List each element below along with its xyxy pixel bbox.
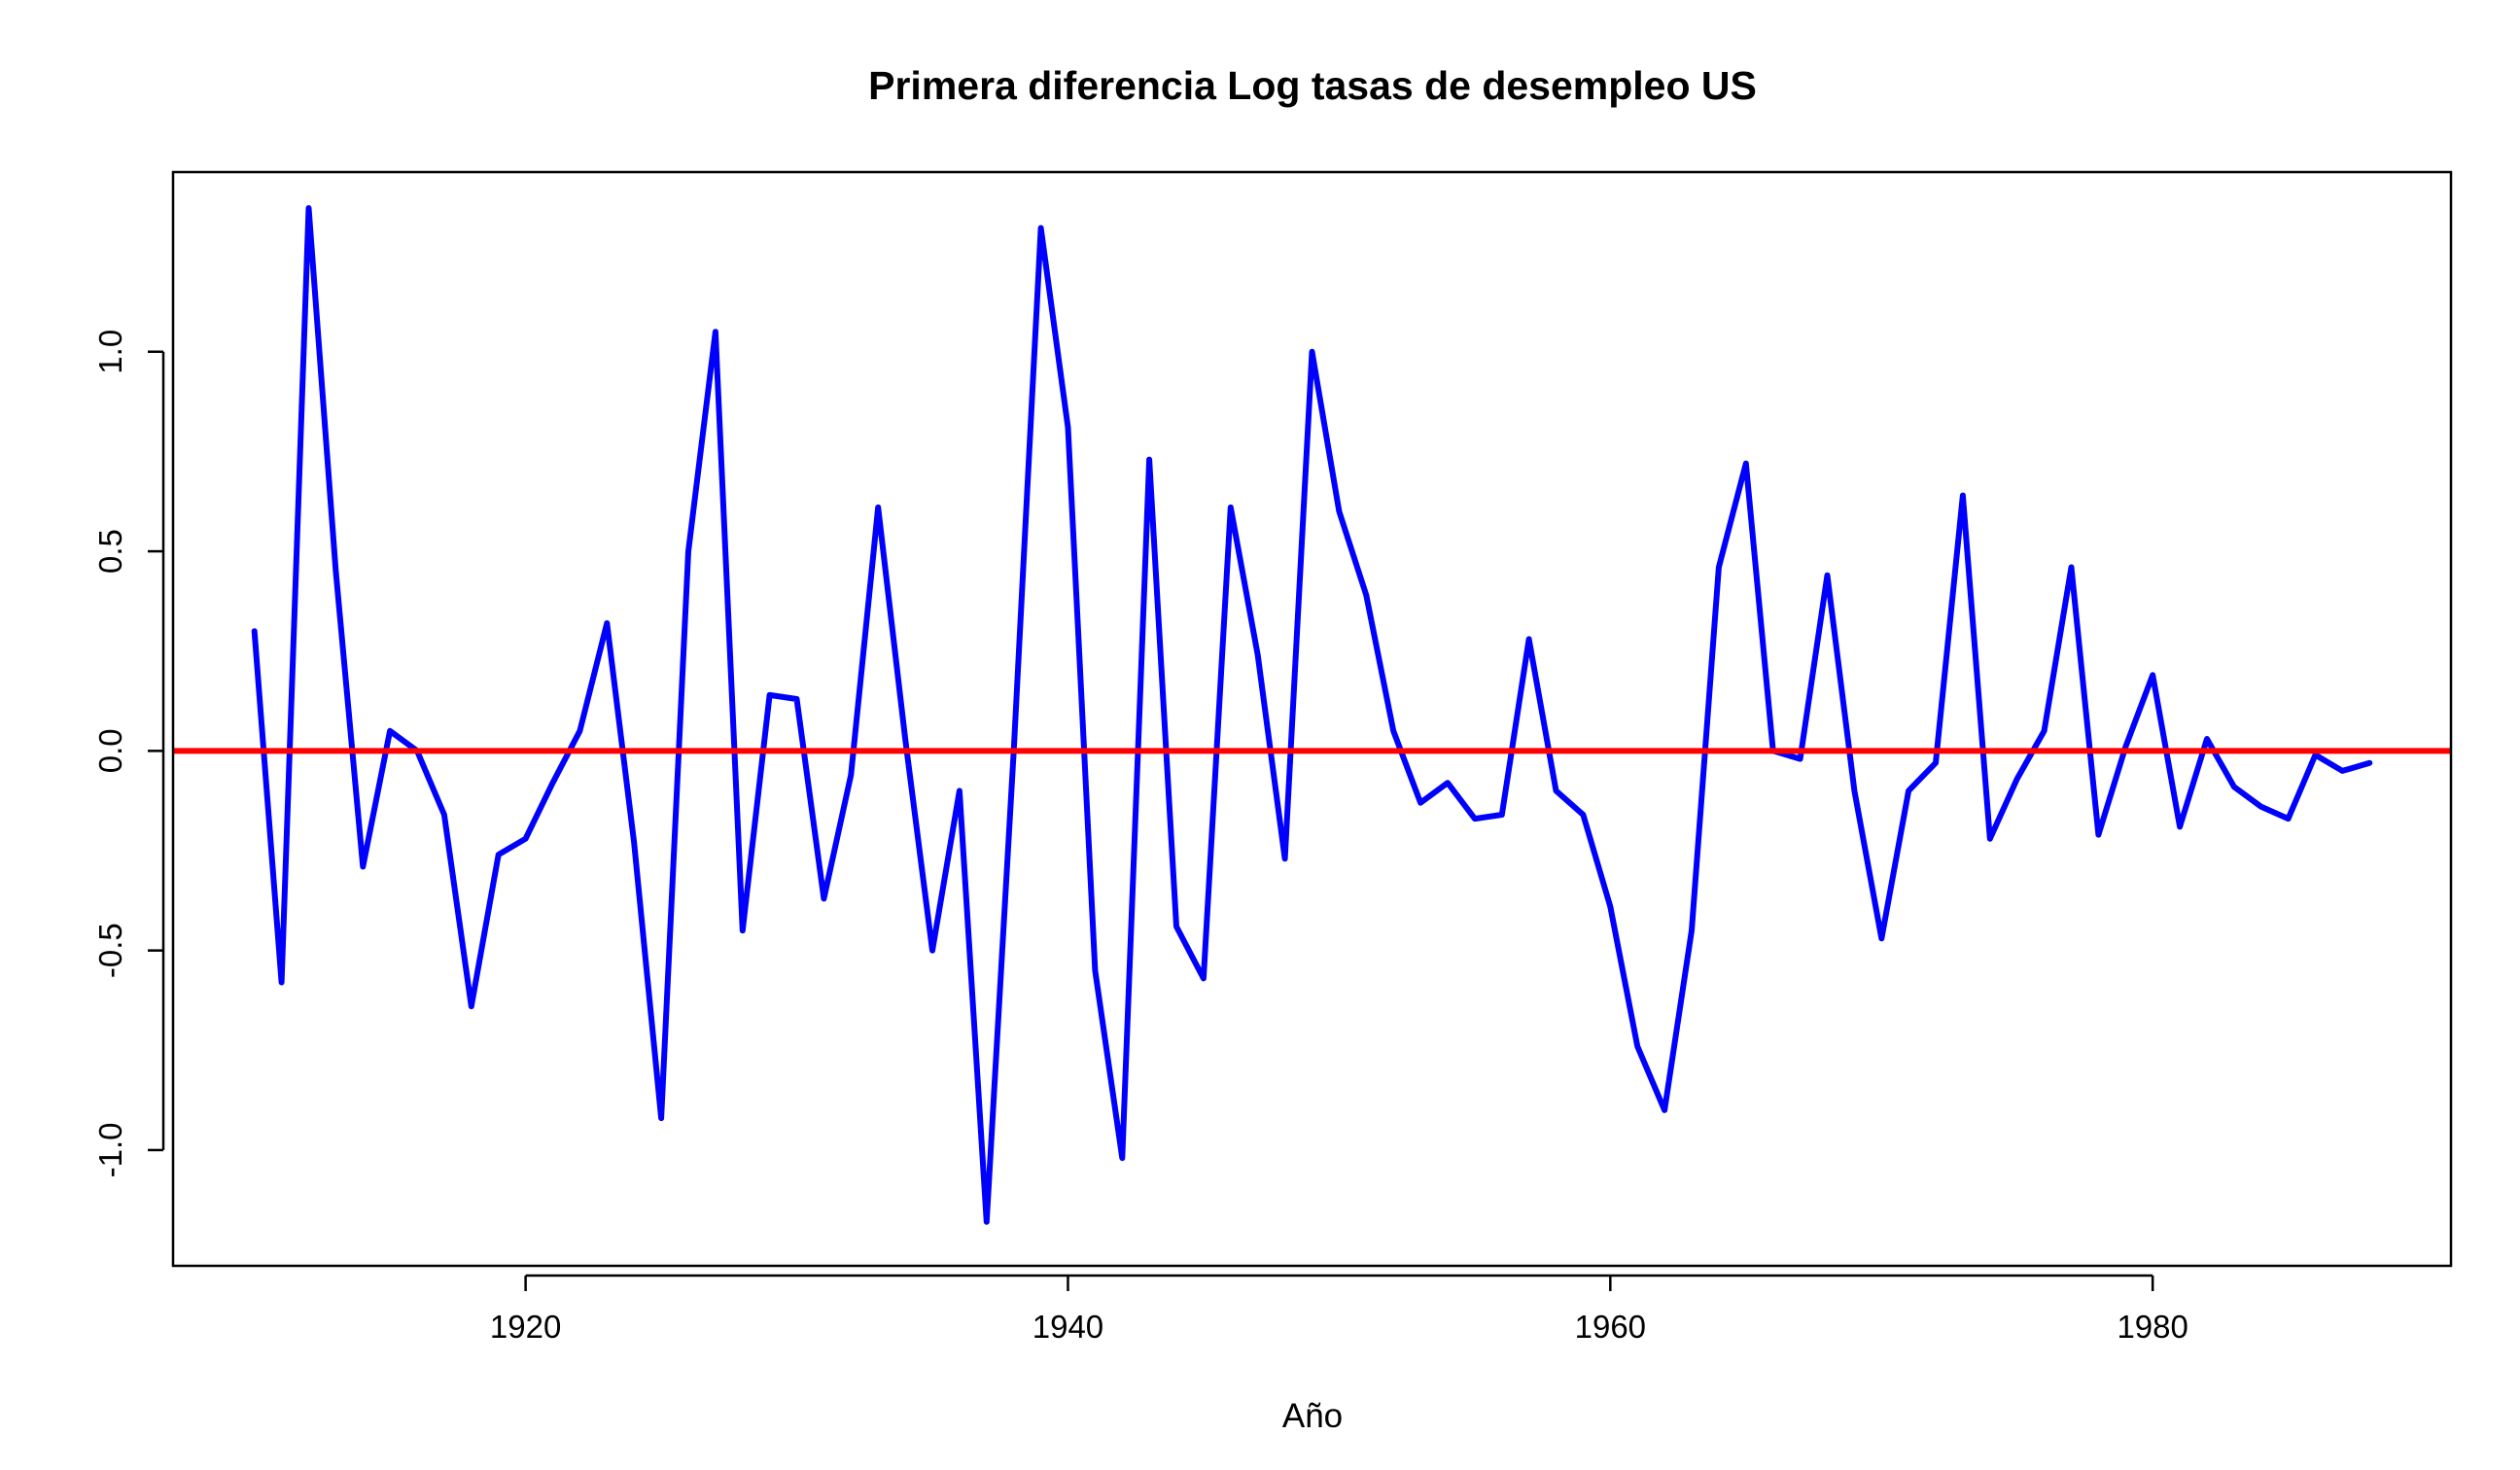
x-tick-label: 1920 <box>490 1309 561 1345</box>
x-tick-label: 1980 <box>2117 1309 2188 1345</box>
y-tick-label: 0.5 <box>92 529 128 574</box>
x-tick-label: 1940 <box>1032 1309 1103 1345</box>
y-axis: -1.0 -0.5 0.0 0.5 1.0 <box>92 330 165 1177</box>
y-tick-label: 0.0 <box>92 728 128 773</box>
plot-content <box>173 205 2451 1225</box>
y-tick-label: -1.0 <box>92 1122 128 1177</box>
x-tick-label: 1960 <box>1575 1309 1646 1345</box>
y-tick-label: 1.0 <box>92 330 128 374</box>
series-line <box>251 205 2373 1225</box>
x-axis-label: Año <box>1282 1397 1343 1435</box>
x-axis: 1920 1940 1960 1980 <box>490 1274 2188 1345</box>
chart-title: Primera diferencia Log tasas de desemple… <box>868 63 1757 108</box>
plot-frame <box>171 170 2453 1268</box>
y-tick-label: -0.5 <box>92 923 128 978</box>
